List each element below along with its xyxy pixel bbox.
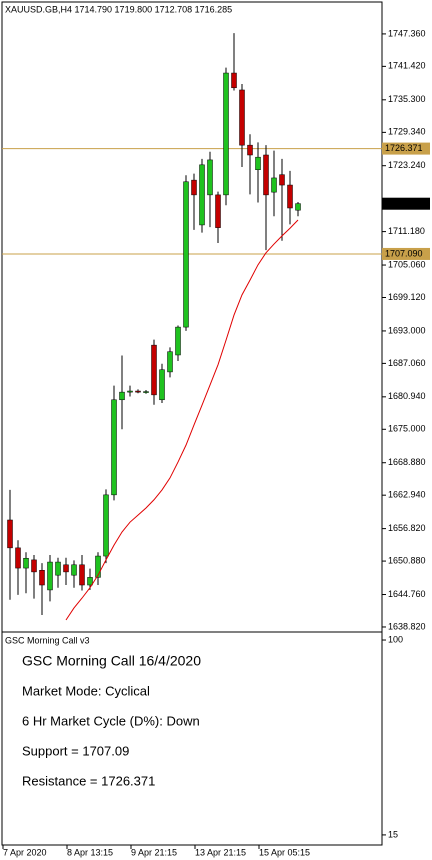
candle-body xyxy=(111,399,117,496)
candle-body xyxy=(223,72,229,196)
x-tick-label: 7 Apr 2020 xyxy=(3,847,47,857)
chart-title: XAUUSD.GB,H4 1714.790 1719.800 1712.708 … xyxy=(5,4,232,14)
candle-body xyxy=(239,89,245,146)
level-label: 1707.090 xyxy=(385,248,423,258)
indicator-tick-label: 100 xyxy=(388,634,403,644)
y-tick-label: 1656.820 xyxy=(388,523,426,533)
level-label-box xyxy=(382,247,430,260)
moving-average xyxy=(65,219,299,621)
candle-body xyxy=(175,326,181,356)
candle-body xyxy=(31,559,37,573)
y-tick-label: 1711.180 xyxy=(388,226,425,236)
candle-body xyxy=(271,177,277,193)
candle-body xyxy=(231,72,237,89)
candle-body xyxy=(23,557,29,569)
y-tick-label: 1705.060 xyxy=(388,259,426,269)
candle-body xyxy=(215,194,221,228)
candle-body xyxy=(263,154,269,196)
candle-body xyxy=(255,156,261,170)
candle-body xyxy=(71,564,77,576)
indicator-frame xyxy=(1,631,383,846)
indicator-heading: GSC Morning Call 16/4/2020 xyxy=(22,653,201,669)
y-tick-label: 1693.000 xyxy=(388,325,426,335)
y-tick-label: 1668.880 xyxy=(388,457,426,467)
candle-body xyxy=(39,570,45,586)
indicator-title: GSC Morning Call v3 xyxy=(5,635,90,645)
candle-body xyxy=(55,561,61,576)
candle-body xyxy=(295,203,301,211)
y-tick-label: 1729.340 xyxy=(388,127,426,137)
candle-body xyxy=(7,519,13,549)
price-label: 1716.285 xyxy=(385,198,423,208)
level-label-box xyxy=(382,142,430,155)
candle-body xyxy=(95,555,101,578)
candle-body xyxy=(79,564,85,586)
candle-body xyxy=(127,390,133,393)
x-tick-label: 8 Apr 13:15 xyxy=(67,847,113,857)
indicator-tick-label: 15 xyxy=(388,829,398,839)
y-tick-label: 1723.240 xyxy=(388,160,426,170)
candle-body xyxy=(87,577,93,586)
indicator-line: 6 Hr Market Cycle (D%): Down xyxy=(22,713,200,728)
candle-body xyxy=(183,181,189,328)
candle-body xyxy=(143,391,149,393)
price-frame xyxy=(1,1,383,633)
y-tick-label: 1680.940 xyxy=(388,391,426,401)
y-tick-label: 1662.940 xyxy=(388,490,426,500)
candle-body xyxy=(287,184,293,209)
candle-body xyxy=(135,390,141,393)
candle-body xyxy=(119,391,125,401)
candle-body xyxy=(47,561,53,591)
candle-body xyxy=(199,164,205,226)
candle-body xyxy=(279,174,285,186)
indicator-line: Resistance = 1726.371 xyxy=(22,773,155,788)
candle-body xyxy=(167,351,173,373)
candle-body xyxy=(207,159,213,196)
x-tick-label: 9 Apr 21:15 xyxy=(131,847,177,857)
indicator-line: Market Mode: Cyclical xyxy=(22,683,150,698)
y-tick-label: 1638.820 xyxy=(388,621,426,631)
y-tick-label: 1699.120 xyxy=(388,292,426,302)
y-tick-label: 1675.000 xyxy=(388,424,426,434)
candle-body xyxy=(15,547,21,569)
y-tick-label: 1650.880 xyxy=(388,555,426,565)
level-label: 1726.371 xyxy=(385,143,423,153)
indicator-line: Support = 1707.09 xyxy=(22,743,129,758)
y-tick-label: 1644.760 xyxy=(388,589,426,599)
y-tick-label: 1687.060 xyxy=(388,358,426,368)
candle-body xyxy=(191,179,197,196)
candle-body xyxy=(151,344,157,396)
candle-body xyxy=(103,494,109,557)
candle-body xyxy=(159,369,165,401)
candle-body xyxy=(63,564,69,573)
y-tick-label: 1747.360 xyxy=(388,28,426,38)
price-label-box xyxy=(382,197,430,210)
candle-body xyxy=(247,144,253,156)
x-tick-label: 13 Apr 21:15 xyxy=(195,847,246,857)
x-tick-label: 15 Apr 05:15 xyxy=(259,847,310,857)
y-tick-label: 1735.300 xyxy=(388,94,426,104)
y-tick-label: 1741.420 xyxy=(388,61,426,71)
